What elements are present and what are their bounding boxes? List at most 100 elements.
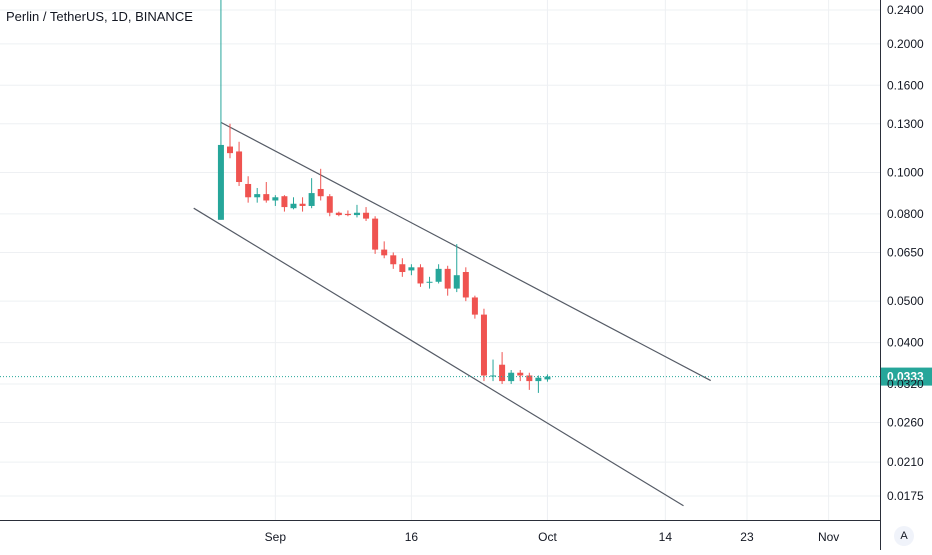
candle-down bbox=[471, 295, 478, 319]
last-price-line: 0.0333 bbox=[0, 367, 932, 386]
candle-down bbox=[526, 372, 533, 390]
grid bbox=[0, 0, 880, 520]
price-tick-label: 0.1600 bbox=[887, 78, 924, 92]
price-tick-label: 0.1300 bbox=[887, 117, 924, 131]
candle-up bbox=[508, 370, 515, 384]
candle-body bbox=[462, 272, 469, 298]
candle-body bbox=[227, 146, 233, 154]
price-tick-label: 0.0800 bbox=[887, 207, 924, 221]
candle-body bbox=[372, 218, 379, 250]
candle-down bbox=[263, 182, 270, 203]
candle-down bbox=[417, 264, 424, 287]
candle-down bbox=[363, 207, 370, 222]
price-tick-label: 0.0210 bbox=[887, 455, 924, 469]
candle-down bbox=[381, 241, 388, 259]
candle-up bbox=[272, 195, 279, 206]
candle-body bbox=[317, 188, 324, 197]
candle-down bbox=[499, 352, 506, 384]
candle-body bbox=[517, 372, 524, 376]
candle-body bbox=[217, 144, 224, 220]
candle-body bbox=[299, 203, 306, 206]
candle-up bbox=[535, 375, 542, 393]
candle-body bbox=[508, 372, 515, 382]
candle-up bbox=[408, 264, 415, 276]
trend-channel[interactable] bbox=[193, 121, 711, 507]
candlesticks bbox=[217, 0, 551, 393]
price-tick-label: 0.1000 bbox=[887, 165, 924, 179]
price-tick-label: 0.0320 bbox=[887, 377, 924, 391]
candle-down bbox=[227, 123, 233, 159]
candle-body bbox=[290, 203, 297, 209]
channel-line-lower bbox=[193, 207, 684, 507]
candle-up bbox=[290, 197, 297, 210]
candle-body bbox=[435, 268, 442, 282]
candle-body bbox=[381, 249, 388, 256]
candle-up bbox=[490, 359, 497, 382]
candle-body bbox=[245, 183, 252, 198]
candle-down bbox=[317, 168, 324, 201]
time-tick-label: Oct bbox=[538, 530, 557, 544]
candle-body bbox=[344, 213, 351, 216]
candle-body bbox=[263, 194, 270, 201]
time-tick-label: 14 bbox=[659, 530, 673, 544]
candle-body bbox=[408, 267, 415, 271]
candle-body bbox=[281, 196, 288, 208]
time-tick-label: Nov bbox=[818, 530, 839, 544]
candle-body bbox=[453, 275, 460, 289]
time-tick-label: 16 bbox=[405, 530, 419, 544]
candle-body bbox=[353, 212, 360, 216]
candle-body bbox=[417, 267, 424, 284]
price-tick-label: 0.0260 bbox=[887, 416, 924, 430]
candle-body bbox=[399, 264, 406, 273]
candle-down bbox=[462, 267, 469, 302]
price-tick-label: 0.0500 bbox=[887, 294, 924, 308]
candle-body bbox=[471, 297, 478, 315]
candle-body bbox=[535, 377, 542, 382]
candle-up bbox=[426, 276, 433, 289]
candle-up bbox=[453, 244, 460, 293]
candle-body bbox=[363, 212, 370, 219]
price-tick-label: 0.0175 bbox=[887, 489, 924, 503]
candle-down bbox=[245, 176, 252, 203]
price-tick-label: 0.2000 bbox=[887, 37, 924, 51]
channel-line-upper bbox=[220, 121, 711, 382]
candle-down bbox=[236, 141, 243, 186]
candle-body bbox=[390, 255, 397, 265]
candle-body bbox=[308, 193, 315, 206]
candle-body bbox=[444, 268, 451, 289]
last-price-label: 0.0333 bbox=[887, 370, 924, 384]
auto-scale-button[interactable]: A bbox=[894, 526, 914, 546]
candle-down bbox=[517, 370, 524, 382]
candle-up bbox=[435, 264, 442, 284]
candle-down bbox=[480, 308, 487, 382]
candle-body bbox=[236, 151, 243, 183]
candle-body bbox=[499, 364, 506, 382]
price-tick-label: 0.2400 bbox=[887, 3, 924, 17]
candle-body bbox=[254, 194, 261, 198]
candle-down bbox=[299, 197, 306, 212]
candle-up bbox=[308, 178, 315, 209]
price-tick-label: 0.0650 bbox=[887, 245, 924, 259]
candle-down bbox=[390, 252, 397, 269]
candle-down bbox=[326, 194, 333, 217]
candle-body bbox=[326, 196, 333, 213]
candle-up bbox=[254, 187, 261, 203]
candle-down bbox=[372, 216, 379, 254]
candle-body bbox=[526, 375, 533, 382]
candle-body bbox=[335, 212, 342, 216]
candle-down bbox=[444, 265, 451, 296]
candle-down bbox=[281, 195, 288, 212]
candle-down bbox=[344, 210, 351, 217]
time-tick-label: Sep bbox=[265, 530, 287, 544]
last-price-badge bbox=[881, 367, 932, 386]
candle-down bbox=[399, 258, 406, 277]
candle-body bbox=[544, 376, 551, 380]
candle-up bbox=[544, 374, 551, 382]
price-tick-label: 0.0400 bbox=[887, 336, 924, 350]
candle-up bbox=[353, 204, 360, 218]
time-tick-label: 23 bbox=[740, 530, 754, 544]
candle-body bbox=[272, 197, 279, 201]
